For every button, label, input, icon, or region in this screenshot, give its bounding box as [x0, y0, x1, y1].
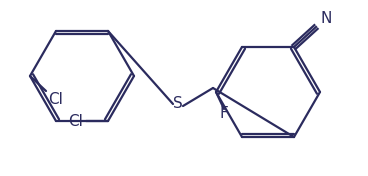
Text: F: F	[220, 106, 229, 121]
Text: S: S	[173, 96, 183, 112]
Text: N: N	[320, 11, 332, 26]
Text: Cl: Cl	[49, 93, 63, 108]
Text: Cl: Cl	[68, 114, 84, 128]
